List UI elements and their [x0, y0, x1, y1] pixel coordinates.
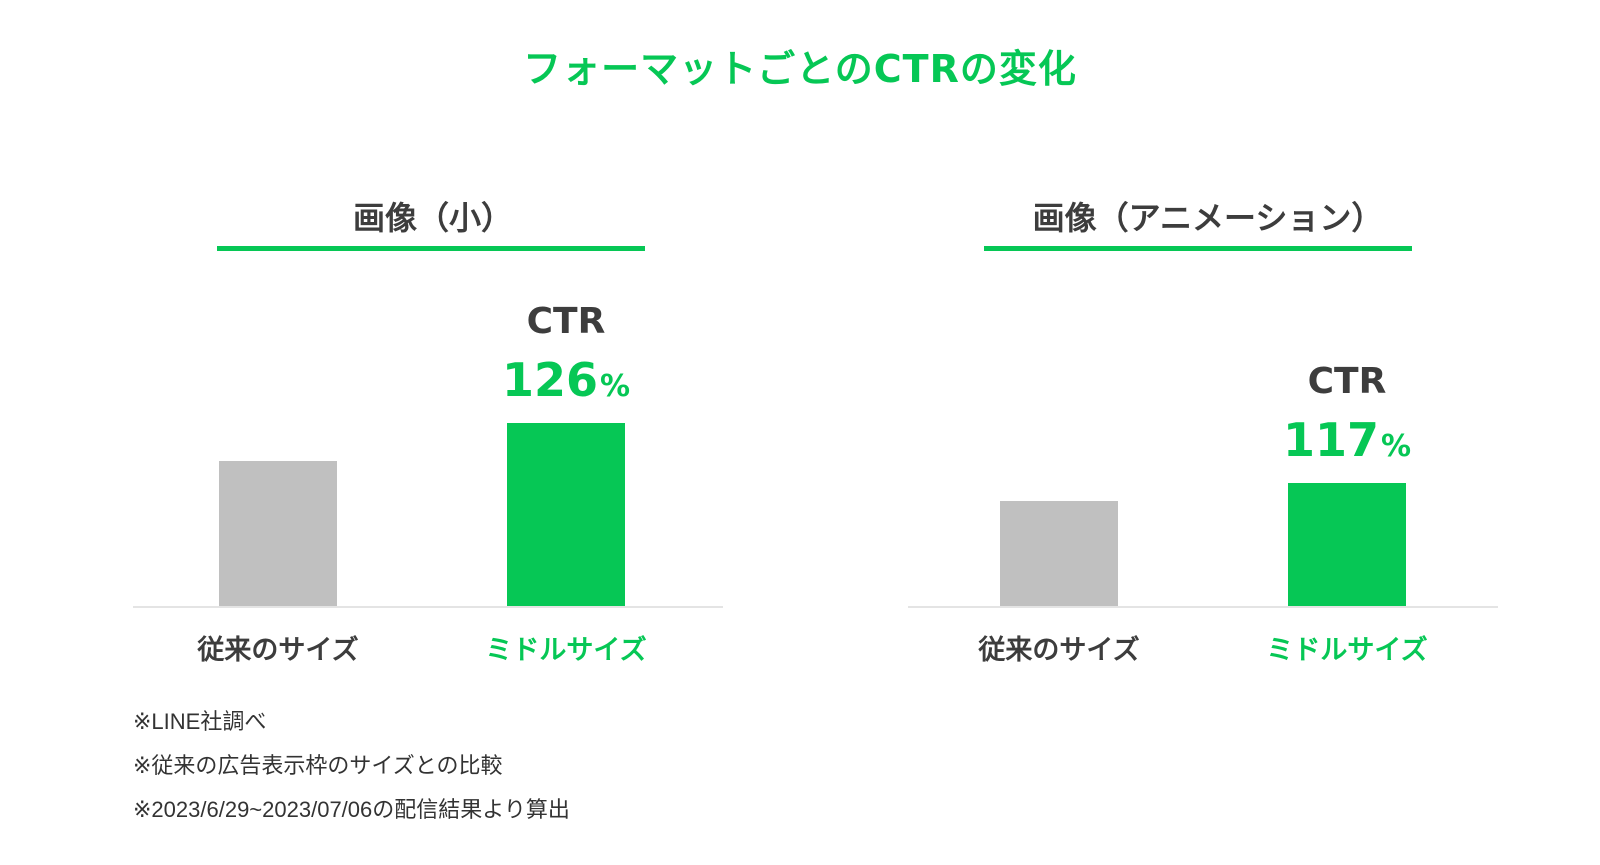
category-label-middle: ミドルサイズ — [1266, 635, 1428, 666]
category-label-conventional: 従来のサイズ — [197, 635, 359, 666]
callout-label: CTR — [1307, 361, 1387, 403]
page-title: フォーマットごとのCTRの変化 — [523, 47, 1077, 91]
chart-title: 画像（小） — [352, 199, 513, 237]
footnote: ※従来の広告表示枠のサイズとの比較 — [133, 753, 503, 778]
bar-middle-size — [507, 423, 625, 606]
callout-value: 126% — [446, 353, 686, 407]
bar-conventional-size — [219, 461, 337, 606]
callout-value: 117% — [1227, 413, 1467, 467]
chart-baseline — [908, 606, 1498, 608]
chart-panel-small-image: 画像（小） CTR 126% 従来のサイズ ミドルサイズ — [133, 0, 733, 865]
bar-middle-size — [1288, 483, 1406, 606]
title-underline — [984, 246, 1412, 251]
callout-unit: % — [599, 369, 631, 405]
footnote: ※2023/6/29~2023/07/06の配信結果より算出 — [133, 797, 570, 822]
footnote: ※LINE社調べ — [133, 709, 267, 734]
callout-number: 117 — [1282, 413, 1379, 468]
bar-conventional-size — [1000, 501, 1118, 606]
callout-label: CTR — [526, 301, 606, 343]
chart-panel-animation: 画像（アニメーション） CTR 117% 従来のサイズ ミドルサイズ — [908, 0, 1508, 865]
chart-title: 画像（アニメーション） — [1032, 199, 1384, 237]
callout-number: 126 — [501, 353, 598, 408]
footnotes: ※LINE社調べ ※従来の広告表示枠のサイズとの比較 ※2023/6/29~20… — [133, 700, 933, 832]
title-underline — [217, 246, 645, 251]
callout-unit: % — [1380, 429, 1412, 465]
chart-baseline — [133, 606, 723, 608]
category-label-conventional: 従来のサイズ — [978, 635, 1140, 666]
category-label-middle: ミドルサイズ — [485, 635, 647, 666]
